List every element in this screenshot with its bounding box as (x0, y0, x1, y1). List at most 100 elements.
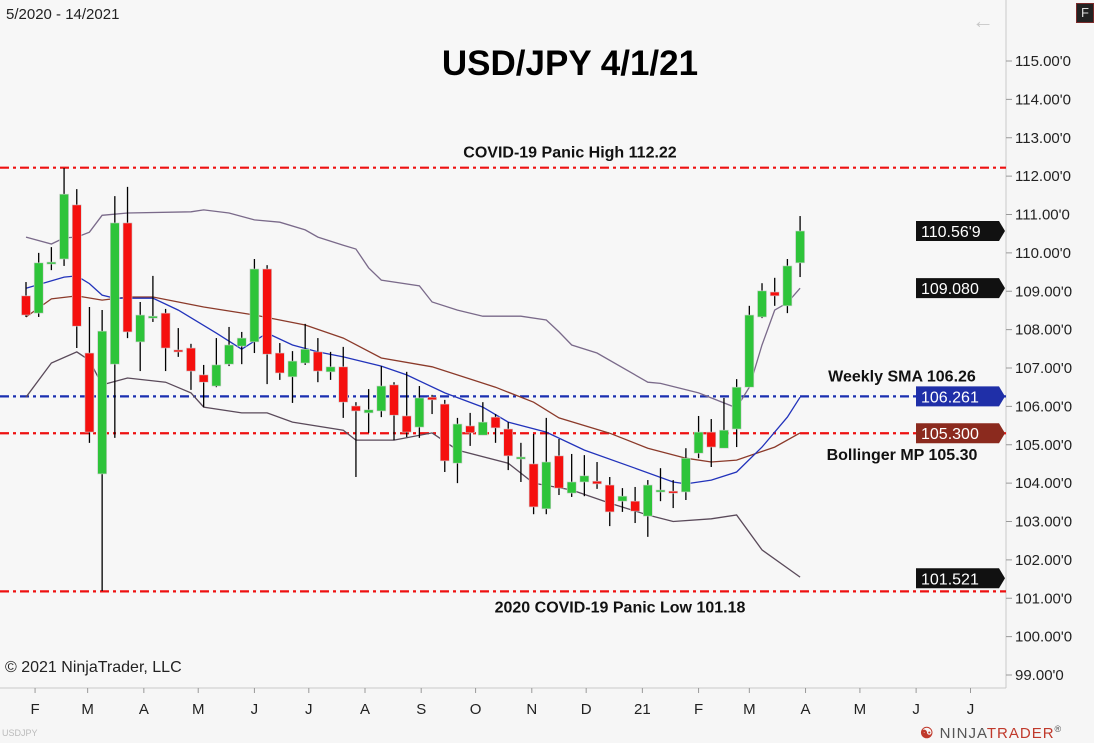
price-tag-label: 106.261 (921, 389, 979, 406)
copyright-text: © 2021 NinjaTrader, LLC (5, 659, 182, 676)
level-label: 2020 COVID-19 Panic Low 101.18 (495, 599, 746, 616)
candle-up (795, 230, 805, 264)
y-tick-label: 113.00'0 (1015, 130, 1071, 147)
candle-up (681, 457, 691, 493)
y-tick-label: 110.00'0 (1015, 245, 1071, 262)
candle-up (300, 348, 310, 364)
y-tick-label: 107.00'0 (1015, 360, 1072, 377)
candle-down (160, 312, 171, 349)
candle-up (731, 386, 742, 430)
y-tick-label: 101.00'0 (1015, 590, 1072, 607)
y-tick-label: 109.00'0 (1015, 283, 1072, 300)
candle-down (274, 352, 285, 374)
x-tick-label: O (470, 701, 482, 718)
candle-up (59, 193, 69, 260)
candle-down (71, 204, 82, 327)
candle-down (313, 351, 323, 372)
y-tick-label: 112.00'0 (1015, 168, 1071, 185)
candle-down (21, 295, 31, 316)
candle-down (503, 428, 514, 457)
candle-up (376, 385, 387, 412)
candle-up (287, 360, 298, 378)
candle-down (389, 384, 399, 416)
candle-down (490, 416, 501, 429)
candle-up (478, 421, 488, 436)
y-tick-label: 108.00'0 (1015, 322, 1072, 339)
y-tick-label: 106.00'0 (1015, 398, 1072, 415)
candle-down (427, 396, 437, 401)
y-tick-label: 102.00'0 (1015, 552, 1072, 569)
x-tick-label: D (581, 701, 592, 718)
date-range-label: 5/2020 - 14/2021 (6, 6, 120, 23)
price-tag (916, 568, 1005, 589)
candle-down (186, 347, 196, 372)
x-tick-label: J (912, 701, 920, 718)
candle-up (541, 461, 552, 510)
candle-up (719, 429, 729, 449)
candle-up (46, 261, 57, 265)
candle-down (84, 352, 95, 433)
x-tick-label: M (854, 701, 867, 718)
ninjatrader-logo: ☯ NINJATRADER® (920, 724, 1062, 742)
y-tick-label: 104.00'0 (1015, 475, 1072, 492)
y-tick-label: 99.00'0 (1015, 667, 1064, 684)
candle-down (630, 500, 640, 512)
price-tag (916, 386, 1005, 407)
candle-up (363, 409, 374, 414)
level-label: Bollinger MP 105.30 (827, 447, 978, 464)
candle-down (401, 415, 412, 433)
x-tick-label: M (743, 701, 756, 718)
price-tag-label: 110.56'9 (921, 224, 981, 241)
logo-mark: ® (1054, 724, 1063, 734)
x-tick-label: S (416, 701, 426, 718)
candle-down (262, 268, 272, 355)
upper-band-line (25, 209, 801, 409)
y-tick-label: 103.00'0 (1015, 514, 1072, 531)
level-label: Weekly SMA 106.26 (828, 368, 976, 385)
candle-up (782, 265, 793, 307)
plot-area (0, 0, 1006, 688)
candle-up (135, 314, 146, 343)
candle-down (338, 366, 349, 403)
x-tick-label: A (139, 701, 149, 718)
candle-up (325, 366, 336, 373)
x-tick-label: F (30, 701, 39, 718)
y-tick-label: 100.00'0 (1015, 629, 1072, 646)
candle-up (452, 423, 463, 464)
candle-down (604, 484, 615, 513)
candle-up (148, 315, 158, 319)
y-tick-label: 115.00'0 (1015, 53, 1071, 70)
candle-up (744, 314, 755, 388)
x-tick-label: A (360, 701, 370, 718)
f-button[interactable]: F (1076, 3, 1094, 23)
price-tag (916, 221, 1005, 242)
candle-up (211, 364, 222, 387)
y-tick-label: 114.00'0 (1015, 91, 1071, 108)
price-tag-label: 101.521 (921, 571, 979, 588)
candle-up (617, 495, 628, 502)
candle-up (655, 489, 666, 493)
candle-down (706, 431, 717, 448)
candle-down (351, 405, 361, 412)
candle-down (465, 425, 475, 434)
arrow-left-icon[interactable]: ← (972, 8, 994, 33)
candle-down (769, 291, 780, 297)
ninjatrader-logo-icon: ☯ (920, 725, 935, 742)
candle-up (643, 484, 653, 517)
candle-up (97, 330, 107, 475)
candle-up (249, 268, 260, 343)
y-tick-label: 111.00'0 (1015, 207, 1070, 224)
instrument-label: USDJPY (2, 728, 38, 738)
x-tick-label: A (801, 701, 811, 718)
candle-up (224, 344, 234, 365)
logo-text-b: TRADER (986, 725, 1055, 742)
candle-up (110, 222, 120, 365)
candle-down (173, 349, 184, 353)
x-tick-label: 21 (634, 701, 651, 718)
candle-down (554, 455, 564, 489)
candle-up (566, 481, 577, 494)
x-tick-label: N (526, 701, 537, 718)
candle-up (693, 431, 704, 454)
y-tick-label: 105.00'0 (1015, 437, 1072, 454)
